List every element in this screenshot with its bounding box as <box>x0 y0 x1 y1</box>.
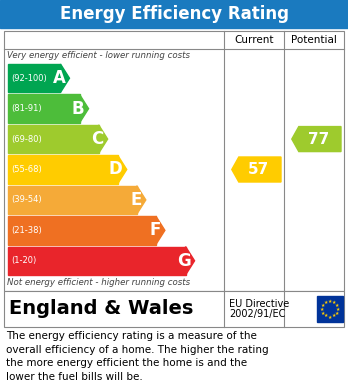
Text: The energy efficiency rating is a measure of the
overall efficiency of a home. T: The energy efficiency rating is a measur… <box>6 331 269 382</box>
Text: Potential: Potential <box>291 35 337 45</box>
Text: ★: ★ <box>335 310 339 316</box>
Text: ★: ★ <box>336 307 340 312</box>
Polygon shape <box>98 125 108 153</box>
Bar <box>8 186 137 214</box>
Text: Very energy efficient - lower running costs: Very energy efficient - lower running co… <box>7 51 190 60</box>
Bar <box>4 31 344 291</box>
Text: Current: Current <box>234 35 274 45</box>
Text: B: B <box>72 100 85 118</box>
Bar <box>0 0 348 28</box>
Bar <box>8 247 185 275</box>
Bar <box>4 291 344 327</box>
Text: Not energy efficient - higher running costs: Not energy efficient - higher running co… <box>7 278 190 287</box>
Text: (39-54): (39-54) <box>11 196 42 204</box>
Text: (81-91): (81-91) <box>11 104 42 113</box>
Text: (55-68): (55-68) <box>11 165 42 174</box>
Text: F: F <box>150 221 161 239</box>
Text: ★: ★ <box>332 300 336 305</box>
Text: G: G <box>177 252 191 270</box>
Text: England & Wales: England & Wales <box>9 300 193 319</box>
Bar <box>8 95 80 123</box>
Text: 57: 57 <box>248 162 269 177</box>
Text: Energy Efficiency Rating: Energy Efficiency Rating <box>60 5 288 23</box>
Bar <box>8 64 61 92</box>
Text: (69-80): (69-80) <box>11 135 42 143</box>
Text: E: E <box>130 191 142 209</box>
Text: A: A <box>53 69 65 87</box>
Bar <box>317 296 343 322</box>
Bar <box>8 155 118 184</box>
Text: 77: 77 <box>308 131 329 147</box>
Text: ★: ★ <box>321 303 325 307</box>
Text: ★: ★ <box>324 300 328 305</box>
Text: (92-100): (92-100) <box>11 74 47 83</box>
Polygon shape <box>137 186 146 214</box>
Text: (1-20): (1-20) <box>11 256 36 265</box>
Polygon shape <box>232 157 281 182</box>
Text: ★: ★ <box>320 307 324 312</box>
Polygon shape <box>156 216 165 245</box>
Text: ★: ★ <box>321 310 325 316</box>
Text: 2002/91/EC: 2002/91/EC <box>229 309 285 319</box>
Polygon shape <box>185 247 195 275</box>
Text: ★: ★ <box>328 298 332 303</box>
Polygon shape <box>292 127 341 152</box>
Text: (21-38): (21-38) <box>11 226 42 235</box>
Polygon shape <box>61 64 70 92</box>
Text: EU Directive: EU Directive <box>229 299 289 309</box>
Text: ★: ★ <box>328 314 332 319</box>
Text: C: C <box>92 130 104 148</box>
Text: D: D <box>109 160 123 179</box>
Text: ★: ★ <box>332 314 336 318</box>
Text: ★: ★ <box>324 314 328 318</box>
Polygon shape <box>80 95 88 123</box>
Bar <box>8 216 156 245</box>
Text: ★: ★ <box>335 303 339 307</box>
Polygon shape <box>118 155 127 184</box>
Bar <box>8 125 98 153</box>
